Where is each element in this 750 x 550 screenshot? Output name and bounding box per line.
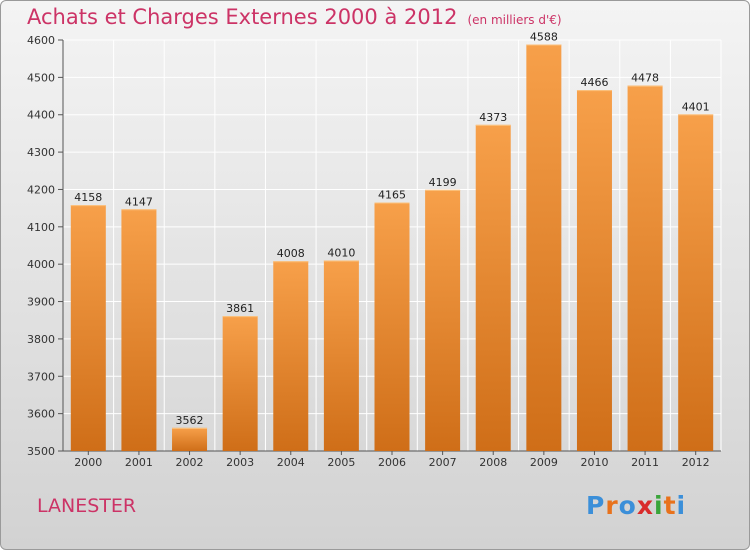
bar-2010: [576, 90, 612, 452]
y-tick-label: 4200: [27, 183, 55, 196]
x-tick-label: 2012: [682, 456, 710, 469]
data-label-2001: 4147: [125, 195, 153, 208]
data-label-2000: 4158: [74, 191, 102, 204]
bar-2002: [172, 427, 208, 451]
bar-2007: [425, 189, 461, 451]
x-tick-label: 2010: [580, 456, 608, 469]
logo-letter: i: [676, 491, 687, 520]
y-tick-label: 4600: [27, 34, 55, 47]
y-tick-label: 3700: [27, 370, 55, 383]
data-label-2002: 3562: [176, 414, 204, 427]
x-tick-label: 2005: [327, 456, 355, 469]
bar-2011: [627, 85, 663, 452]
y-tick-label: 4000: [27, 258, 55, 271]
data-label-2006: 4165: [378, 189, 406, 202]
x-tick-label: 2002: [176, 456, 204, 469]
x-tick-label: 2007: [429, 456, 457, 469]
bar-2008: [475, 124, 511, 451]
bar-2003: [222, 316, 258, 451]
y-tick-label: 4500: [27, 71, 55, 84]
x-tick-label: 2004: [277, 456, 305, 469]
y-tick-label: 3600: [27, 408, 55, 421]
logo-letter: i: [654, 491, 664, 520]
y-tick-label: 3800: [27, 333, 55, 346]
bar-2000: [70, 205, 106, 451]
y-tick-label: 4100: [27, 221, 55, 234]
data-label-2007: 4199: [429, 176, 457, 189]
y-tick-label: 3900: [27, 296, 55, 309]
x-tick-label: 2001: [125, 456, 153, 469]
tick-labels: 3500 3600 3700 3800 3900 4000 4100 4200 4300 4400…: [27, 34, 710, 469]
logo-letter: x: [636, 491, 654, 520]
logo-letter: r: [605, 491, 619, 520]
proxiti-logo: Proxiti: [586, 491, 686, 520]
logo-letter: o: [618, 491, 637, 520]
data-label-2010: 4466: [580, 76, 608, 89]
bar-2006: [374, 202, 410, 451]
data-label-2009: 4588: [530, 30, 558, 43]
x-tick-label: 2009: [530, 456, 558, 469]
y-tick-label: 3500: [27, 445, 55, 458]
y-tick-label: 4300: [27, 146, 55, 159]
data-label-2008: 4373: [479, 111, 507, 124]
x-tick-label: 2003: [226, 456, 254, 469]
data-label-2004: 4008: [277, 247, 305, 260]
bar-2001: [121, 209, 157, 451]
logo-letter: P: [586, 491, 606, 520]
chart-title-unit: (en milliers d'€): [467, 13, 562, 27]
data-label-2005: 4010: [327, 246, 355, 259]
data-label-2003: 3861: [226, 302, 254, 315]
chart-title: Achats et Charges Externes 2000 à 2012 (e…: [27, 5, 562, 29]
bar-2009: [526, 44, 562, 451]
logo-letter: t: [663, 491, 677, 520]
x-tick-label: 2000: [74, 456, 102, 469]
x-tick-label: 2011: [631, 456, 659, 469]
bar-2004: [273, 261, 309, 451]
location-label: LANESTER: [37, 495, 137, 517]
x-tick-label: 2006: [378, 456, 406, 469]
x-tick-label: 2008: [479, 456, 507, 469]
data-label-2011: 4478: [631, 72, 659, 85]
bar-2012: [678, 114, 714, 451]
data-labels: 4158 4147 3562 3861 4008 4010 4165 4199 4373 4588…: [74, 30, 709, 426]
bar-2005: [323, 260, 359, 451]
bars: [70, 44, 714, 452]
y-tick-label: 4400: [27, 109, 55, 122]
data-label-2012: 4401: [682, 100, 710, 113]
chart-title-main: Achats et Charges Externes 2000 à 2012: [27, 5, 458, 29]
